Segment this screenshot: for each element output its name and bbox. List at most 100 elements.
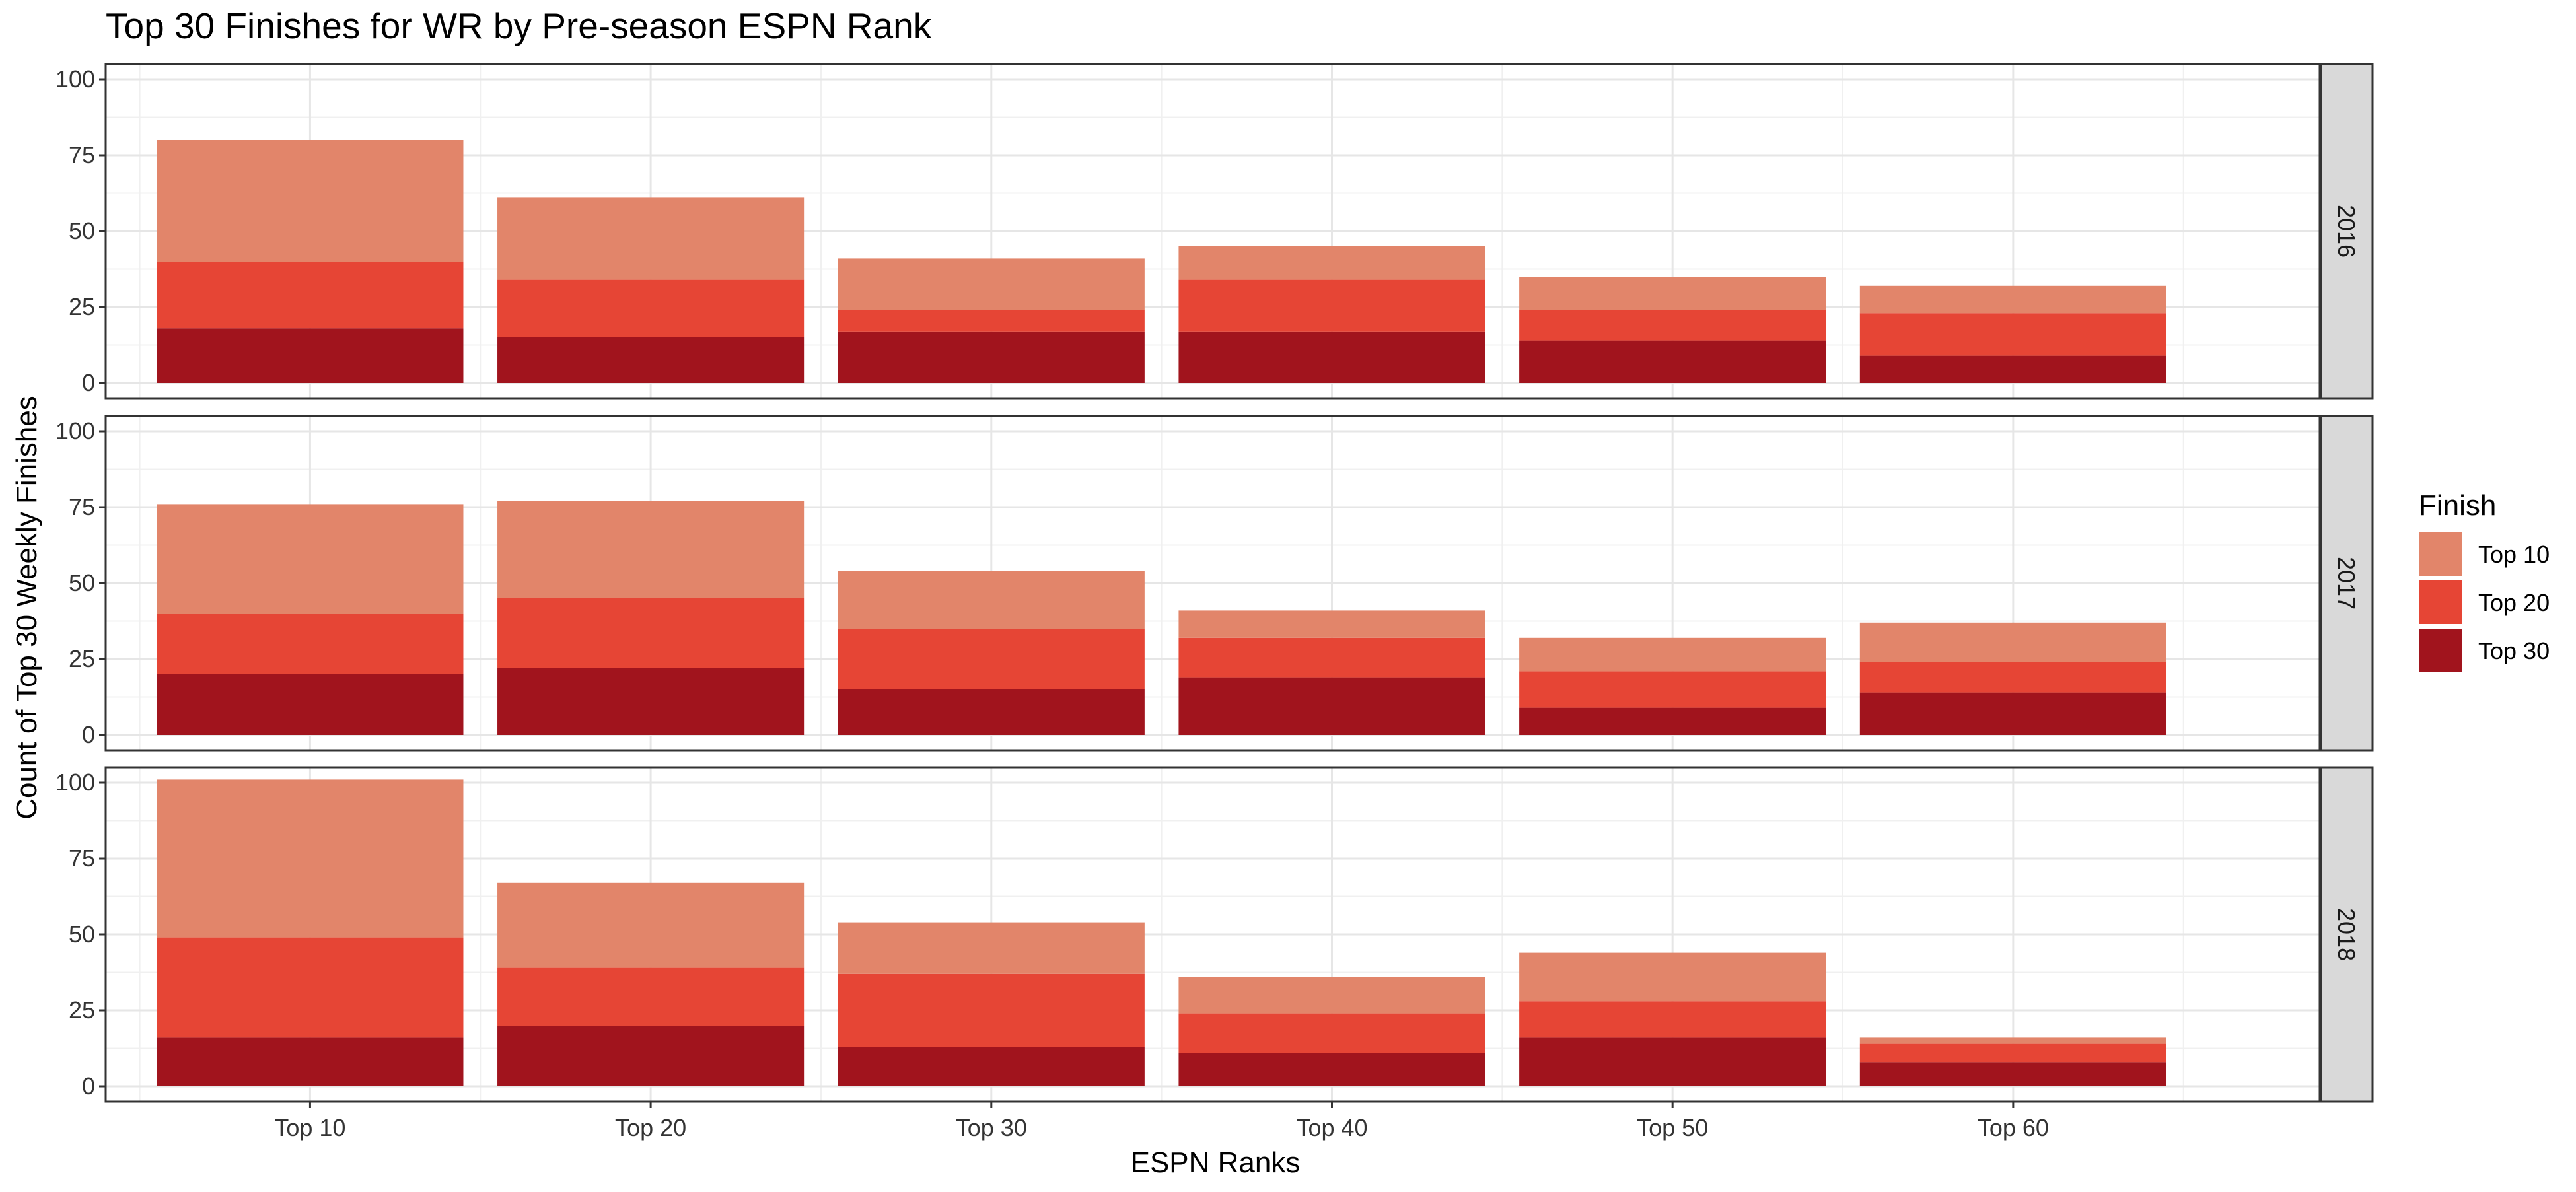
facet-strip xyxy=(2320,415,2374,752)
bar-2018-top-40-top-20 xyxy=(1178,1013,1485,1053)
y-tick-label: 50 xyxy=(69,217,95,244)
bar-2018-top-20-top-20 xyxy=(497,967,805,1026)
facet-panel-2017: 0 25 50 75 100 2017 xyxy=(55,415,2374,752)
bar-2018-top-60-top-10 xyxy=(1859,1037,2166,1044)
legend-key-top-20 xyxy=(2419,580,2462,624)
y-tick-label: 50 xyxy=(69,921,95,948)
y-tick-label: 50 xyxy=(69,569,95,596)
legend: Finish Top 10 Top 20 Top 30 xyxy=(2419,489,2550,672)
x-tick-label: Top 20 xyxy=(615,1114,686,1141)
facet-strip xyxy=(2320,766,2374,1103)
y-tick-label: 75 xyxy=(69,845,95,872)
bar-2016-top-10-top-10 xyxy=(157,140,464,262)
x-axis-title: ESPN Ranks xyxy=(1131,1146,1301,1179)
y-tick-label: 0 xyxy=(82,369,95,396)
y-tick-label: 100 xyxy=(55,65,95,92)
bar-2018-top-60-top-20 xyxy=(1859,1043,2166,1063)
bar-2016-top-10-top-30 xyxy=(157,328,464,383)
bar-2018-top-30-top-30 xyxy=(838,1047,1145,1086)
y-tick-label: 25 xyxy=(69,997,95,1024)
bar-2016-top-50-top-30 xyxy=(1519,340,1826,383)
bar-2016-top-20-top-30 xyxy=(497,337,805,383)
bar-2017-top-40-top-30 xyxy=(1178,677,1485,735)
bar-2017-top-50-top-20 xyxy=(1519,671,1826,708)
bar-2017-top-60-top-20 xyxy=(1859,662,2166,693)
y-tick-label: 75 xyxy=(69,493,95,520)
bar-2016-top-30-top-10 xyxy=(838,258,1145,310)
y-tick-label: 25 xyxy=(69,293,95,320)
bar-2017-top-60-top-30 xyxy=(1859,692,2166,735)
bar-2017-top-30-top-10 xyxy=(838,571,1145,629)
bar-2018-top-60-top-30 xyxy=(1859,1062,2166,1086)
facet-strip-label: 2017 xyxy=(2333,557,2360,610)
bar-2017-top-40-top-10 xyxy=(1178,610,1485,638)
x-tick-label: Top 40 xyxy=(1296,1114,1367,1141)
x-tick-label: Top 10 xyxy=(274,1114,345,1141)
bar-2016-top-60-top-30 xyxy=(1859,355,2166,383)
y-tick-label: 25 xyxy=(69,645,95,672)
facet-panels: 0 25 50 75 100 2016 0 25 50 75 100 2017 0 25 50 75 100 20… xyxy=(55,63,2374,1103)
bar-2017-top-30-top-30 xyxy=(838,689,1145,735)
bar-2016-top-10-top-20 xyxy=(157,262,464,329)
bar-2016-top-60-top-20 xyxy=(1859,313,2166,356)
bar-2017-top-20-top-30 xyxy=(497,668,805,735)
y-tick-label: 75 xyxy=(69,141,95,168)
bar-2016-top-40-top-20 xyxy=(1178,279,1485,332)
facet-panel-2016: 0 25 50 75 100 2016 xyxy=(55,63,2374,400)
y-tick-label: 0 xyxy=(82,721,95,748)
y-tick-label: 100 xyxy=(55,769,95,796)
facet-strip-label: 2016 xyxy=(2333,205,2360,258)
bar-2018-top-40-top-30 xyxy=(1178,1053,1485,1086)
bar-2017-top-10-top-30 xyxy=(157,674,464,735)
x-tick-label: Top 60 xyxy=(1978,1114,2049,1141)
bar-2018-top-30-top-20 xyxy=(838,973,1145,1047)
bar-2016-top-30-top-30 xyxy=(838,331,1145,383)
bar-2017-top-20-top-10 xyxy=(497,501,805,598)
facet-strip xyxy=(2320,63,2374,400)
bar-2018-top-10-top-10 xyxy=(157,779,464,938)
bar-2017-top-30-top-20 xyxy=(838,629,1145,689)
y-tick-label: 100 xyxy=(55,417,95,444)
bar-2018-top-20-top-30 xyxy=(497,1026,805,1086)
facet-panel-2018: 0 25 50 75 100 2018 xyxy=(55,766,2374,1103)
legend-label: Top 20 xyxy=(2478,589,2550,616)
panel-border xyxy=(104,415,2321,752)
bar-2017-top-10-top-20 xyxy=(157,614,464,674)
bar-2017-top-60-top-10 xyxy=(1859,622,2166,662)
bar-2016-top-60-top-10 xyxy=(1859,285,2166,314)
bar-2018-top-10-top-30 xyxy=(157,1037,464,1086)
bar-2018-top-50-top-10 xyxy=(1519,952,1826,1002)
y-axis-title: Count of Top 30 Weekly Finishes xyxy=(11,396,43,820)
bar-2016-top-30-top-20 xyxy=(838,310,1145,332)
bar-2016-top-50-top-10 xyxy=(1519,277,1826,310)
legend-title: Finish xyxy=(2419,489,2496,522)
panel-border xyxy=(104,766,2321,1103)
x-tick-label: Top 50 xyxy=(1637,1114,1708,1141)
y-tick-label: 0 xyxy=(82,1072,95,1100)
bar-2017-top-50-top-10 xyxy=(1519,637,1826,672)
bar-2016-top-20-top-10 xyxy=(497,197,805,280)
bar-2017-top-10-top-10 xyxy=(157,504,464,614)
bar-2018-top-30-top-10 xyxy=(838,922,1145,974)
bar-2017-top-40-top-20 xyxy=(1178,637,1485,678)
legend-key-top-10 xyxy=(2419,532,2462,576)
panel-border xyxy=(104,63,2321,400)
bar-2016-top-50-top-20 xyxy=(1519,310,1826,341)
bar-2017-top-50-top-30 xyxy=(1519,707,1826,735)
x-axis: Top 10 Top 20 Top 30 Top 40 Top 50 Top 60 xyxy=(274,1102,2049,1141)
x-tick-label: Top 30 xyxy=(956,1114,1027,1141)
bar-2016-top-40-top-10 xyxy=(1178,246,1485,280)
bar-2018-top-10-top-20 xyxy=(157,937,464,1038)
bar-2017-top-20-top-20 xyxy=(497,598,805,668)
bar-2016-top-40-top-30 xyxy=(1178,331,1485,383)
bar-2018-top-50-top-20 xyxy=(1519,1001,1826,1038)
facet-strip-label: 2018 xyxy=(2333,908,2360,961)
bar-2018-top-20-top-10 xyxy=(497,882,805,968)
bar-2018-top-40-top-10 xyxy=(1178,977,1485,1014)
legend-key-top-30 xyxy=(2419,629,2462,672)
legend-label: Top 10 xyxy=(2478,541,2550,568)
bar-2016-top-20-top-20 xyxy=(497,279,805,337)
chart-title: Top 30 Finishes for WR by Pre-season ESP… xyxy=(106,5,932,46)
